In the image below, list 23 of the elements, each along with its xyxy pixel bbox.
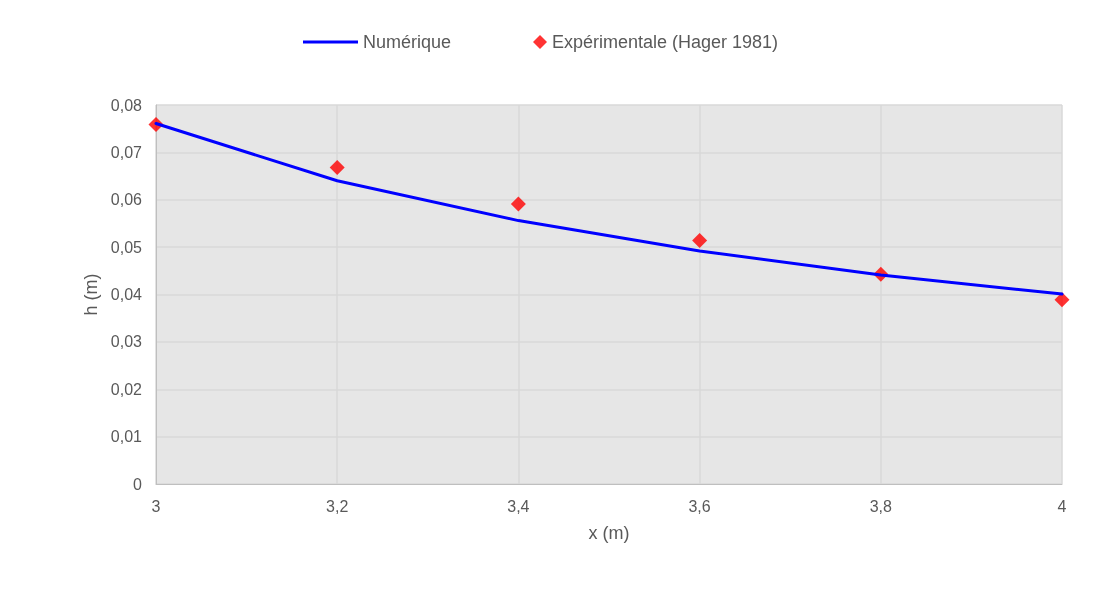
y-tick-label: 0,06: [110, 191, 143, 209]
y-tick-label: 0,01: [110, 428, 143, 446]
x-tick-label: 3,6: [688, 497, 711, 515]
x-tick-label: 4: [1057, 497, 1067, 515]
point: [1054, 292, 1070, 308]
y-axis-title: h (m): [80, 273, 101, 316]
legend-label: Numérique: [363, 32, 452, 52]
y-tick-label: 0: [133, 475, 143, 493]
point: [692, 232, 708, 248]
x-tick-label: 3,8: [869, 497, 893, 515]
point: [510, 196, 526, 212]
legend-label: Expérimentale (Hager 1981): [552, 32, 779, 52]
x-axis-title: x (m): [588, 523, 630, 543]
y-tick-label: 0,05: [110, 238, 143, 256]
y-tick-label: 0,07: [110, 143, 143, 161]
x-tick-label: 3: [151, 497, 161, 515]
y-tick-label: 0,03: [110, 333, 143, 351]
x-tick-label: 3,4: [507, 497, 530, 515]
y-tick-label: 0,02: [110, 380, 143, 398]
y-tick-label: 0,08: [110, 96, 143, 114]
y-tick-label: 0,04: [110, 286, 143, 303]
x-tick-label: 3,2: [326, 497, 349, 515]
point: [329, 160, 345, 176]
